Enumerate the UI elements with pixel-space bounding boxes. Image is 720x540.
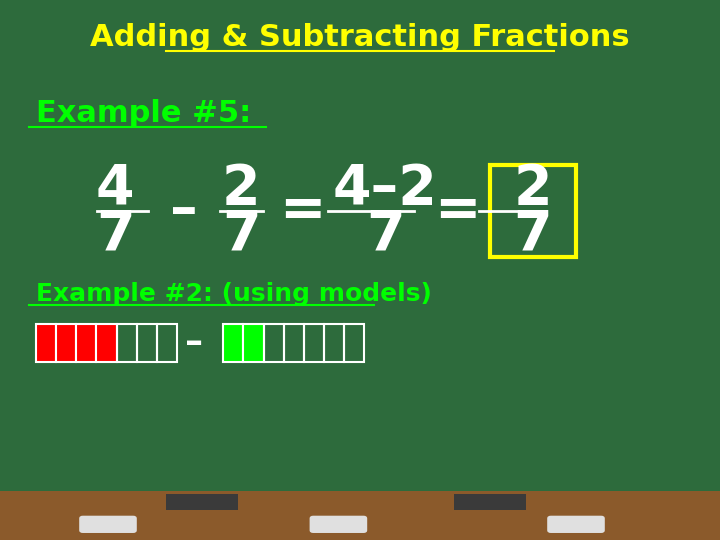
Bar [284,324,304,362]
Bar [264,324,284,362]
Bar [454,494,526,510]
Text: 2: 2 [513,162,552,216]
Bar [117,324,137,362]
Text: Example #2: (using models): Example #2: (using models) [36,282,432,306]
FancyBboxPatch shape [310,516,367,533]
Bar [166,494,238,510]
Text: 4: 4 [96,162,135,216]
Bar [304,324,324,362]
FancyBboxPatch shape [79,516,137,533]
Bar [137,324,157,362]
Text: 2: 2 [222,162,261,216]
Bar [76,324,96,362]
Text: Adding & Subtracting Fractions: Adding & Subtracting Fractions [90,23,630,52]
FancyBboxPatch shape [547,516,605,533]
Text: 7: 7 [222,208,261,262]
Text: Example #5:: Example #5: [36,99,251,128]
Text: =: = [279,184,325,238]
Bar [56,324,76,362]
Text: =: = [434,184,480,238]
Bar [324,324,344,362]
Bar [223,324,243,362]
Text: 4–2: 4–2 [333,162,438,216]
Text: –: – [185,326,204,360]
Bar [157,324,177,362]
Bar [36,324,56,362]
Bar [344,324,364,362]
Bar [0,491,720,540]
Text: 7: 7 [513,208,552,262]
Bar [96,324,117,362]
Bar [243,324,264,362]
Text: –: – [170,184,197,238]
Text: 7: 7 [96,208,135,262]
Text: 7: 7 [366,208,405,262]
